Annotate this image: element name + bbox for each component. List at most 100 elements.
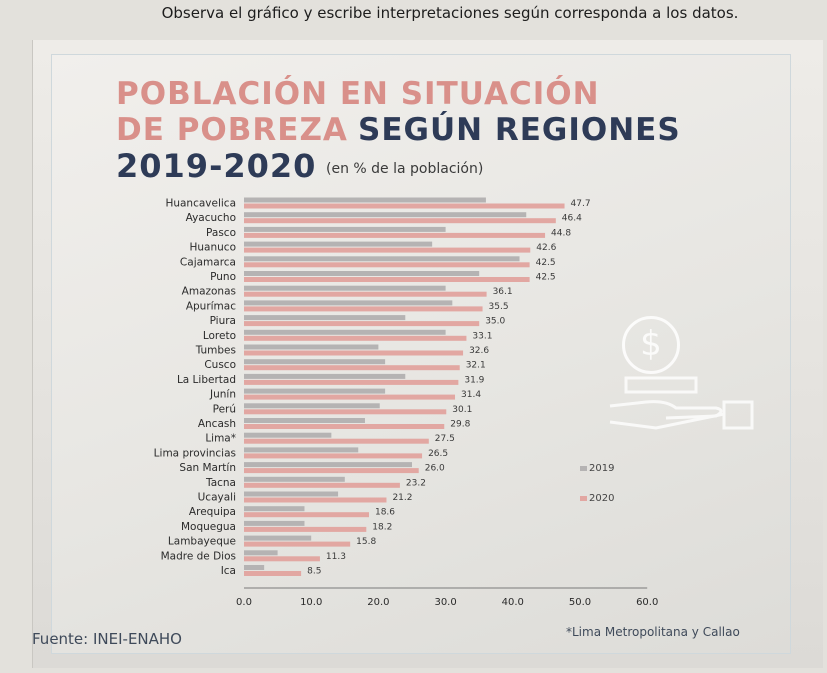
chart-title-line1: POBLACIÓN EN SITUACIÓN bbox=[116, 76, 600, 112]
legend-label-2020: 2020 bbox=[589, 493, 615, 504]
bar-2020-moquegua bbox=[244, 526, 367, 532]
bar-2020-lambayeque bbox=[244, 541, 351, 547]
bar-2019-ancash bbox=[244, 418, 365, 423]
data-label-2020-la-libertad: 31.9 bbox=[464, 375, 484, 385]
data-label-2020-huancavelica: 47.7 bbox=[571, 199, 591, 209]
bar-2019-piura bbox=[244, 315, 406, 321]
data-label-2020-lambayeque: 15.8 bbox=[356, 537, 376, 547]
data-label-2020-cusco: 32.1 bbox=[466, 361, 486, 371]
data-label-2020-loreto: 33.1 bbox=[472, 331, 492, 341]
x-tick-label: 20.0 bbox=[367, 597, 389, 608]
bar-2019-lima-provincias bbox=[244, 447, 359, 453]
chart-title-line2-pink: DE POBREZA bbox=[116, 112, 348, 148]
data-label-2020-ayacucho: 46.4 bbox=[562, 214, 582, 224]
legend-swatch-2020 bbox=[580, 495, 587, 501]
category-label-ica: Ica bbox=[221, 565, 236, 577]
bar-2020-lima-provincias bbox=[244, 453, 423, 459]
bar-2020-lima bbox=[244, 438, 429, 444]
category-label-tumbes: Tumbes bbox=[195, 345, 236, 357]
category-label-junín: Junín bbox=[209, 389, 236, 401]
data-label-2020-lima-provincias: 26.5 bbox=[428, 449, 448, 459]
category-label-la-libertad: La Libertad bbox=[177, 374, 236, 386]
category-label-ucayali: Ucayali bbox=[198, 492, 236, 504]
bar-2020-junín bbox=[244, 394, 456, 400]
footnote-text: *Lima Metropolitana y Callao bbox=[566, 625, 740, 639]
bar-2019-tacna bbox=[244, 476, 345, 482]
data-label-2020-lima: 27.5 bbox=[435, 434, 455, 444]
data-label-2020-arequipa: 18.6 bbox=[375, 508, 395, 518]
data-label-2020-ucayali: 21.2 bbox=[392, 493, 412, 503]
bar-2019-huanuco bbox=[244, 241, 433, 247]
category-label-lambayeque: Lambayeque bbox=[168, 536, 236, 548]
x-tick-label: 0.0 bbox=[236, 597, 252, 608]
data-label-2020-moquegua: 18.2 bbox=[372, 522, 392, 532]
bar-2020-tacna bbox=[244, 482, 400, 488]
data-label-2020-piura: 35.0 bbox=[485, 317, 505, 327]
x-tick-label: 30.0 bbox=[434, 597, 456, 608]
hand-money-icon bbox=[609, 376, 754, 430]
bar-2020-huanuco bbox=[244, 247, 531, 253]
bar-2020-cajamarca bbox=[244, 262, 530, 268]
bar-2020-piura bbox=[244, 321, 480, 327]
data-label-2020-madre-de-dios: 11.3 bbox=[326, 552, 346, 562]
category-label-ayacucho: Ayacucho bbox=[186, 212, 236, 224]
bar-2019-ica bbox=[244, 565, 265, 570]
data-label-2020-amazonas: 36.1 bbox=[493, 287, 513, 297]
legend-item-2019: 2019 bbox=[580, 463, 614, 474]
legend-swatch-2019 bbox=[580, 465, 587, 471]
bar-2019-pasco bbox=[244, 226, 446, 232]
legend-item-2020: 2020 bbox=[580, 493, 614, 504]
bar-2019-lima bbox=[244, 432, 332, 438]
data-label-2020-cajamarca: 42.5 bbox=[536, 258, 556, 268]
category-label-amazonas: Amazonas bbox=[182, 286, 236, 298]
bar-2019-ucayali bbox=[244, 491, 339, 497]
bar-2019-cusco bbox=[244, 359, 386, 365]
source-text: Fuente: INEI-ENAHO bbox=[32, 630, 182, 648]
data-label-2020-perú: 30.1 bbox=[452, 405, 472, 415]
data-label-2020-ancash: 29.8 bbox=[450, 420, 470, 430]
bar-2019-madre-de-dios bbox=[244, 550, 278, 556]
legend-label-2019: 2019 bbox=[589, 463, 615, 474]
bar-2020-perú bbox=[244, 409, 447, 415]
bar-2019-loreto bbox=[244, 329, 446, 335]
bar-2020-ayacucho bbox=[244, 218, 556, 224]
bar-2020-ica bbox=[244, 571, 302, 576]
bar-2019-la-libertad bbox=[244, 373, 406, 379]
category-label-huancavelica: Huancavelica bbox=[165, 198, 236, 210]
category-label-moquegua: Moquegua bbox=[181, 521, 236, 533]
data-label-2020-huanuco: 42.6 bbox=[536, 243, 556, 253]
chart-title-line2-navy: SEGÚN REGIONES bbox=[358, 112, 681, 148]
bar-2019-moquegua bbox=[244, 520, 305, 526]
category-label-apurímac: Apurímac bbox=[186, 300, 236, 312]
x-tick-label: 10.0 bbox=[300, 597, 322, 608]
chart-subtitle: (en % de la población) bbox=[326, 161, 484, 177]
category-label-ancash: Ancash bbox=[198, 418, 236, 430]
category-label-lima-provincias: Lima provincias bbox=[154, 447, 236, 459]
bar-2019-san-martín bbox=[244, 462, 412, 468]
bar-2019-apurímac bbox=[244, 300, 453, 306]
bar-2020-ucayali bbox=[244, 497, 387, 503]
bar-2019-perú bbox=[244, 403, 380, 409]
instruction-text: Observa el gráfico y escribe interpretac… bbox=[161, 4, 739, 22]
category-label-cusco: Cusco bbox=[204, 359, 236, 371]
data-label-2020-tumbes: 32.6 bbox=[469, 346, 489, 356]
bar-2019-junín bbox=[244, 388, 386, 394]
chart-title-years: 2019-2020 bbox=[116, 147, 317, 185]
bar-2020-cusco bbox=[244, 365, 460, 371]
data-label-2020-apurímac: 35.5 bbox=[489, 302, 509, 312]
bar-2019-ayacucho bbox=[244, 212, 527, 218]
bar-2020-madre-de-dios bbox=[244, 556, 320, 562]
bar-2019-lambayeque bbox=[244, 535, 312, 541]
category-label-loreto: Loreto bbox=[203, 330, 236, 342]
coin-dollar-icon: $ bbox=[622, 316, 680, 374]
bar-2019-cajamarca bbox=[244, 256, 520, 262]
data-label-2020-ica: 8.5 bbox=[307, 567, 321, 577]
bar-2020-puno bbox=[244, 277, 530, 282]
bar-2020-huancavelica bbox=[244, 203, 565, 209]
category-label-pasco: Pasco bbox=[206, 227, 236, 239]
category-label-cajamarca: Cajamarca bbox=[180, 256, 236, 268]
bar-2020-tumbes bbox=[244, 350, 464, 356]
category-label-piura: Piura bbox=[210, 315, 236, 327]
x-tick-label: 40.0 bbox=[502, 597, 524, 608]
